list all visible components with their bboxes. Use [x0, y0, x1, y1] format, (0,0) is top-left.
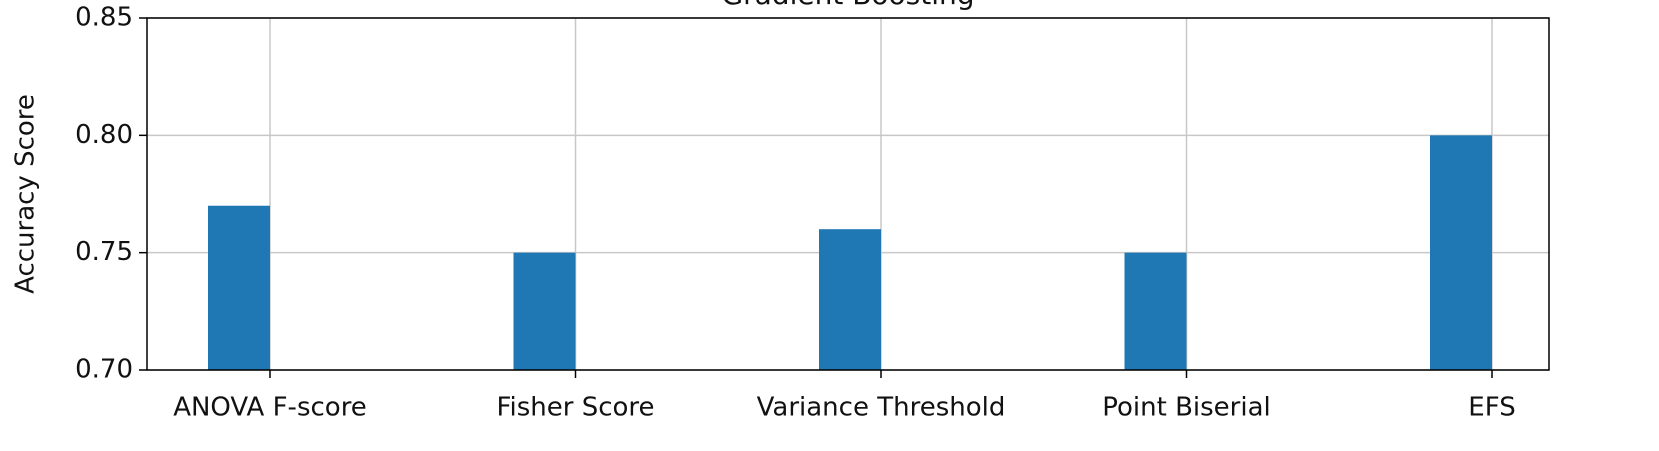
y-tick-label: 0.85: [75, 3, 133, 33]
bar: [1430, 135, 1492, 370]
chart-title: Gradient Boosting: [721, 0, 974, 11]
x-tick-label: ANOVA F-score: [173, 393, 367, 423]
x-tick-label: Variance Threshold: [757, 393, 1006, 423]
x-tick-label: EFS: [1468, 393, 1515, 423]
y-axis-label: Accuracy Score: [11, 94, 41, 294]
bar: [513, 252, 576, 370]
x-tick-label: Fisher Score: [496, 393, 654, 423]
bar: [1124, 252, 1187, 370]
y-tick-label: 0.80: [75, 120, 133, 150]
bar: [819, 229, 881, 370]
bar: [208, 205, 270, 370]
plot-frame: [146, 17, 1550, 371]
x-tick-label: Point Biserial: [1102, 393, 1271, 423]
y-tick-label: 0.75: [75, 237, 133, 267]
y-tick-label: 0.70: [75, 355, 133, 385]
